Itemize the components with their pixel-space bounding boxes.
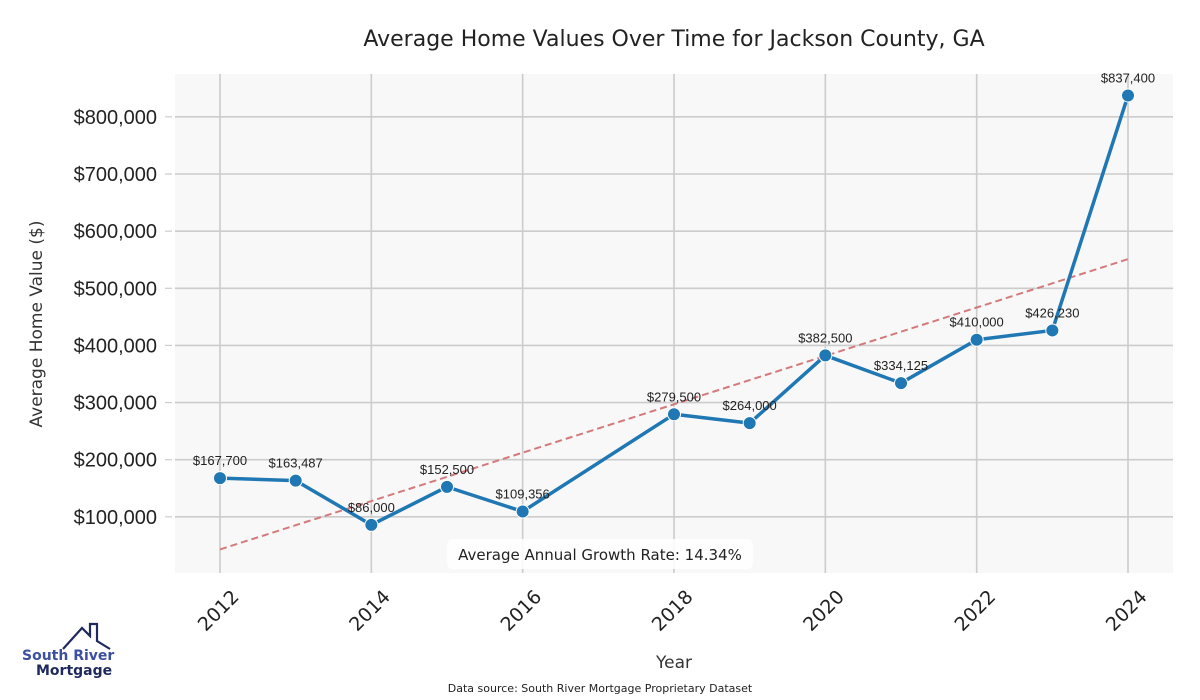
data-point: [440, 479, 454, 494]
data-label: $279,500: [647, 389, 701, 404]
y-tick-label: $500,000: [74, 278, 157, 300]
data-point: [818, 348, 833, 363]
data-source-note: Data source: South River Mortgage Propri…: [448, 682, 753, 695]
data-points: [213, 88, 1135, 532]
x-tick-label: 2024: [1102, 586, 1152, 636]
data-label: $163,487: [269, 456, 323, 471]
data-point: [213, 471, 227, 486]
chart-title: Average Home Values Over Time for Jackso…: [363, 27, 984, 52]
data-label: $382,500: [798, 330, 852, 345]
y-tick-label: $300,000: [74, 393, 157, 415]
trend-line: [219, 258, 1129, 551]
data-label: $334,125: [874, 358, 928, 373]
y-gridlines: [175, 116, 1173, 518]
data-label: $109,356: [496, 487, 550, 502]
data-point: [515, 504, 530, 519]
y-tick-label: $100,000: [74, 507, 157, 529]
annotation-box: [447, 539, 753, 569]
data-label: $152,500: [420, 462, 474, 477]
data-point: [1121, 88, 1135, 103]
logo-line-1: South River: [22, 648, 114, 664]
data-point: [742, 416, 757, 431]
x-axis-ticks: 2012 2014 2016 2018 2020 2022 2024: [194, 586, 1152, 636]
y-axis-label: Average Home Value ($): [27, 221, 47, 428]
y-tick-label: $700,000: [74, 164, 157, 186]
company-logo: South River Mortgage: [22, 622, 114, 679]
data-label: $86,000: [348, 500, 395, 515]
x-tick-label: 2016: [496, 586, 546, 636]
data-labels: $167,700 $163,487 $86,000 $152,500 $109,356 $…: [193, 70, 1155, 514]
x-tick-label: 2022: [950, 586, 1000, 636]
x-tick-label: 2018: [648, 586, 698, 636]
y-tick-label: $800,000: [74, 107, 157, 129]
logo-line-2: Mortgage: [36, 663, 112, 679]
data-point: [667, 407, 681, 422]
y-axis-ticks: $100,000 $200,000 $300,000 $400,000 $500,000…: [74, 107, 172, 529]
data-label: $167,700: [193, 453, 247, 468]
y-tick-label: $200,000: [74, 450, 157, 472]
data-label: $264,000: [723, 398, 777, 413]
data-point: [364, 517, 379, 532]
data-point: [1045, 323, 1060, 338]
data-label: $837,400: [1101, 70, 1155, 85]
series-line: [219, 94, 1130, 527]
x-tick-label: 2020: [799, 586, 849, 636]
house-roof-icon: [62, 622, 111, 650]
data-label: $410,000: [950, 315, 1004, 330]
data-point: [894, 376, 908, 391]
y-tick-label: $600,000: [74, 221, 157, 243]
growth-rate-annotation: Average Annual Growth Rate: 14.34%: [447, 539, 753, 569]
data-point: [969, 332, 984, 347]
x-gridlines: [219, 74, 1129, 573]
data-point: [288, 473, 303, 488]
annotation-text: Average Annual Growth Rate: 14.34%: [458, 546, 742, 564]
data-label: $426,230: [1025, 305, 1079, 320]
x-tick-label: 2014: [345, 586, 395, 636]
x-axis-label: Year: [655, 653, 692, 673]
x-tick-label: 2012: [194, 586, 244, 636]
y-tick-label: $400,000: [74, 335, 157, 357]
